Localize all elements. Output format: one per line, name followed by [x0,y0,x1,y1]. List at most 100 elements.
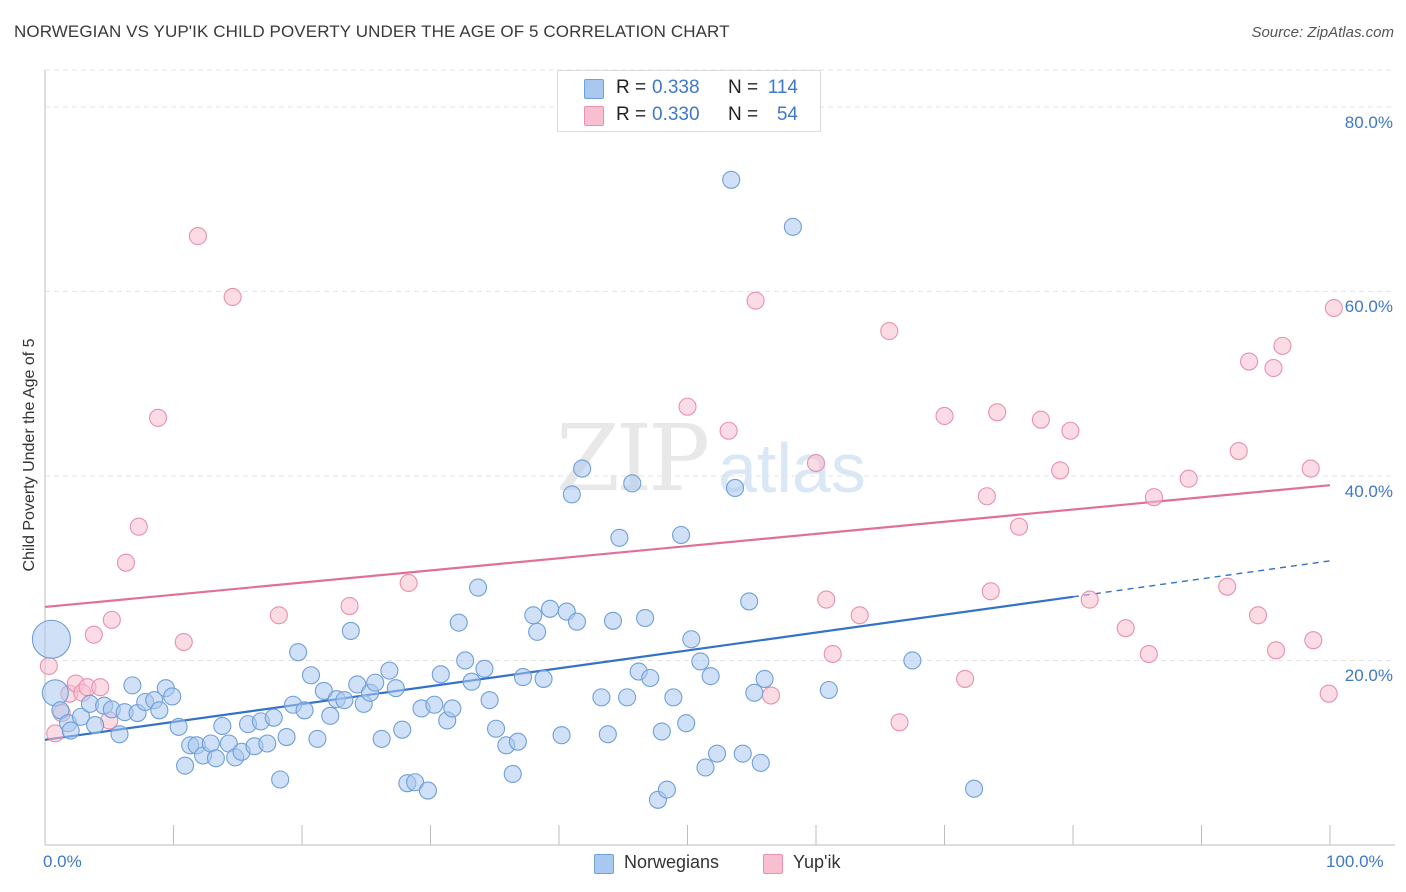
norwegians-point [213,716,232,736]
norwegians-point [258,734,277,753]
yupik-point [1264,358,1283,378]
yupik-point [39,656,58,676]
norwegians-point [301,666,321,685]
norwegians-point [664,688,683,707]
norwegians-point [264,708,283,727]
x-tick-label-max: 100.0% [1326,852,1384,871]
yupik-point [956,669,975,688]
yupik-point [890,713,909,732]
norwegians-point [31,619,71,659]
yupik-point [823,644,842,664]
yupik-point [761,686,781,705]
norwegians-point [682,630,701,649]
yupik-point [817,590,836,609]
norwegians-point [176,756,195,775]
norwegians-point [386,679,405,698]
yupik-point [399,573,418,593]
legend-n-label: N = [728,77,759,98]
norwegians-point [528,622,547,641]
norwegians-points [31,170,984,809]
norwegians-point [468,578,488,597]
norwegians-point [524,606,543,625]
norwegians-point [61,721,80,740]
norwegians-point [677,714,696,733]
yupik-point [1061,421,1080,440]
norwegians-point [206,749,225,768]
yupik-point [1080,590,1099,609]
norwegians-point [623,474,642,493]
grid-lines [45,69,1395,661]
watermark-zip: ZIP [556,405,710,512]
norwegians-point [701,667,720,686]
norwegians-point [123,676,142,695]
yupik-point [850,606,869,625]
norwegians-point [755,669,774,688]
legend-label-norwegians: Norwegians [624,852,720,872]
yupik-point [1301,459,1320,478]
norwegians-point [567,612,587,631]
norwegians-point [169,717,188,736]
yupik-point [188,227,207,246]
y-tick-label: 40.0% [1344,481,1393,501]
norwegians-point [366,673,385,692]
norwegians-trend-extension [1072,560,1331,598]
norwegians-point [657,780,676,799]
yupik-point [340,596,359,616]
yupik-point [981,582,1000,601]
legend-n-value: 54 [776,104,798,125]
norwegians-point [783,217,802,236]
norwegians-point [321,706,340,725]
norwegians-point [372,729,391,748]
norwegians-point [314,681,333,700]
norwegians-point [480,691,499,710]
norwegians-point [380,661,399,680]
norwegians-point [341,621,360,641]
norwegians-point [598,725,617,744]
correlation-legend: R = 0.338 N = 114 R = 0.330 N = 54 [557,70,821,132]
norwegians-point [691,652,710,671]
norwegians-point [277,728,296,747]
yupik-point [102,610,121,629]
yupik-points [39,227,1343,743]
norwegians-point [722,170,741,189]
norwegians-point [308,729,327,748]
yupik-point [116,553,136,572]
legend-swatch-yupik [763,854,783,874]
norwegians-point [393,720,412,739]
yupik-point [1009,517,1029,536]
yupik-point [1229,441,1248,461]
norwegians-point [819,680,838,700]
norwegians-point [150,701,169,720]
norwegians-point [740,592,759,611]
norwegians-point [110,725,129,744]
norwegians-point [725,478,745,497]
legend-r-label: R = [616,104,647,125]
norwegians-point [708,744,727,763]
yupik-trend-line [44,484,1331,609]
norwegians-point [751,753,770,772]
norwegians-point [965,779,984,798]
norwegians-point [163,687,182,706]
legend-swatch-norwegians [594,854,614,874]
norwegians-trend-line [44,595,1074,741]
norwegians-point [573,459,592,478]
norwegians-point [41,679,69,707]
norwegians-point [335,691,354,710]
norwegians-point [636,608,655,628]
yupik-point [678,397,697,416]
legend-label-yupik: Yup'ik [793,852,841,872]
yupik-point [1116,619,1135,638]
norwegians-point [271,770,290,789]
yupik-point [1218,577,1237,596]
yupik-point [269,606,288,625]
yupik-point [977,487,996,506]
x-tick-label-min: 0.0% [43,852,82,871]
norwegians-point [418,781,437,800]
yupik-point [1248,606,1268,625]
norwegians-point [733,744,752,763]
legend-r-value: 0.330 [652,104,700,125]
legend-n-label: N = [728,104,759,125]
source-label: Source: ZipAtlas.com [1251,24,1394,41]
norwegians-point [903,651,922,670]
watermark-atlas: atlas [718,429,866,507]
